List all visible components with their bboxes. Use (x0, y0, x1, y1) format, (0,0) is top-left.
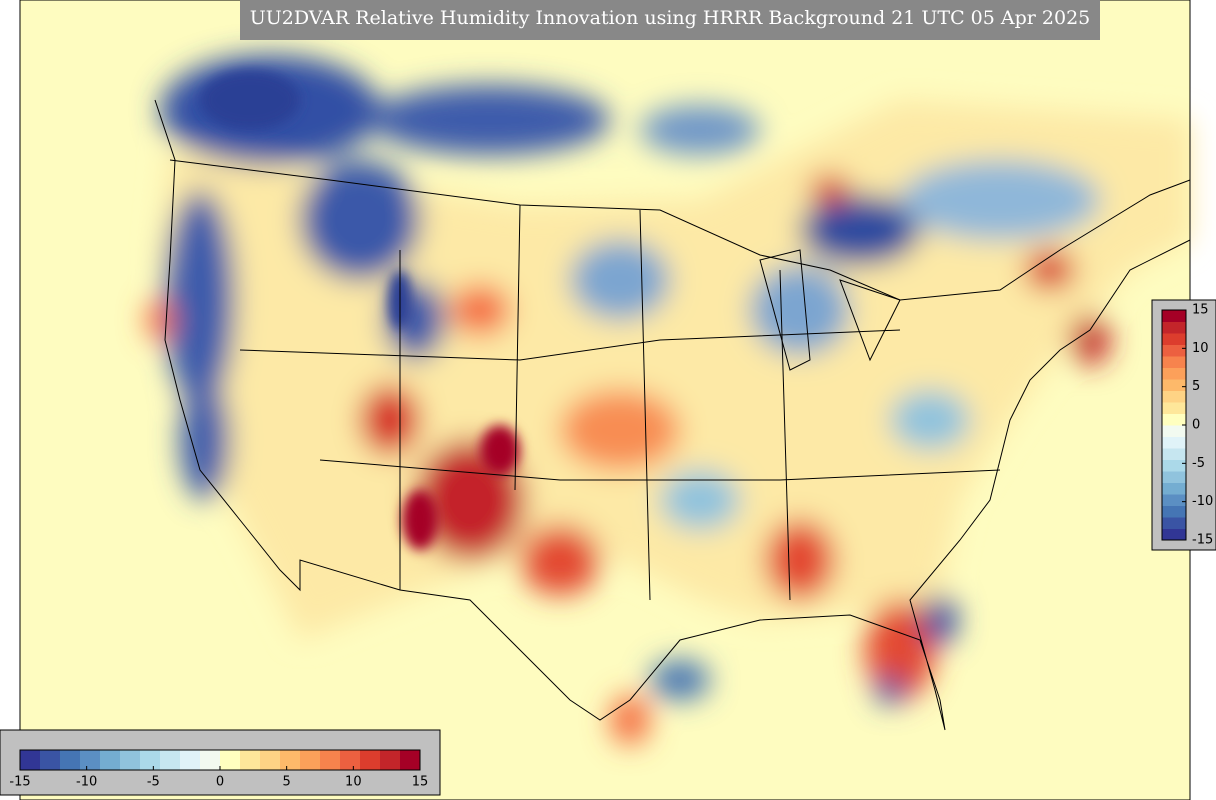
colorbar-segment (1162, 436, 1186, 449)
map-shape (180, 380, 230, 500)
map-shape (900, 160, 1100, 240)
colorbar-segment (60, 750, 81, 770)
colorbar-segment (1162, 471, 1186, 483)
colorbar-tick-label: -10 (76, 775, 97, 790)
colorbar-segment (40, 750, 61, 770)
colorbar-tick-label: 15 (412, 775, 429, 790)
map-shape (922, 595, 958, 645)
colorbar-segment (1162, 425, 1186, 437)
map-shape (360, 385, 420, 455)
map-shape (1070, 315, 1110, 365)
colorbar-tick-label: 10 (1192, 341, 1209, 356)
colorbar-tick-label: -10 (1192, 494, 1213, 509)
map (19, 0, 1191, 800)
map-shape (300, 160, 420, 280)
map-shape (800, 195, 920, 265)
colorbar-tick-label: -5 (147, 775, 160, 790)
colorbar-segment (1162, 333, 1186, 345)
map-title: UU2DVAR Relative Humidity Innovation usi… (250, 7, 1091, 29)
colorbar-segment (20, 750, 41, 770)
map-shape (402, 490, 438, 550)
colorbar-segment (1162, 379, 1186, 391)
colorbar-segment (1162, 390, 1186, 403)
colorbar-tick-label: -15 (1192, 533, 1213, 548)
colorbar-tick-label: -5 (1192, 456, 1205, 471)
colorbar-segment (1162, 413, 1186, 426)
map-shape (520, 525, 600, 595)
colorbar-tick-label: 15 (1192, 303, 1209, 318)
map-shape (765, 520, 835, 600)
colorbar-segment (360, 750, 381, 770)
map-shape (650, 660, 710, 700)
map-shape (200, 70, 300, 130)
colorbar-tick-label: 5 (1192, 379, 1200, 394)
map-shape (660, 470, 740, 530)
colorbar-segment (1162, 528, 1186, 541)
map-shape (239, 204, 1001, 601)
map-shape (154, 99, 1191, 731)
map-shape (640, 105, 760, 155)
colorbar-segment (1162, 310, 1186, 322)
colorbar-tick-label: 0 (216, 775, 224, 790)
map-shape (560, 390, 680, 470)
colorbar-segment (140, 750, 161, 770)
colorbar-segment (1162, 321, 1186, 334)
colorbar-tick-label: -15 (9, 775, 30, 790)
map-shape (154, 99, 1191, 731)
title-box (240, 0, 1100, 40)
map-shape (759, 249, 901, 371)
map-shape (750, 265, 850, 355)
colorbar-segment (1162, 356, 1186, 368)
map-shape (480, 425, 520, 475)
colorbar-segment (1162, 367, 1186, 380)
colorbar-segment (120, 750, 141, 770)
colorbar-segment (1162, 517, 1186, 529)
map-shape (169, 159, 1191, 301)
map-shape (1025, 250, 1075, 290)
map-shape (146, 300, 174, 340)
colorbar-segment (200, 750, 221, 770)
map-shape (875, 675, 905, 705)
colorbar-segment (1162, 505, 1186, 518)
colorbar-segment (400, 750, 421, 770)
map-shape (370, 85, 610, 155)
colorbar-segment (300, 750, 321, 770)
colorbar-segment (320, 750, 341, 770)
colorbar-segment (80, 750, 101, 770)
colorbar-segment (1162, 448, 1186, 460)
map-shape (450, 285, 510, 335)
map-shape (570, 240, 670, 320)
map-shape (810, 175, 850, 205)
map-shape (865, 600, 935, 700)
colorbar-segment (1162, 459, 1186, 472)
colorbar-tick-label: 0 (1192, 418, 1200, 433)
colorbar-segment (1162, 482, 1186, 495)
colorbar-segment (160, 750, 181, 770)
colorbar-segment (1162, 402, 1186, 414)
map-shape (890, 390, 970, 450)
map-shape (165, 190, 235, 410)
colorbar-segment (220, 750, 241, 770)
colorbar-segment (100, 750, 121, 770)
colorbar-tick-label: 5 (283, 775, 291, 790)
colorbar-tick-label: 10 (345, 775, 362, 790)
colorbar-segment (240, 750, 261, 770)
colorbar-segment (340, 750, 361, 770)
colorbar-segment (180, 750, 201, 770)
map-shape (610, 695, 650, 745)
colorbar-segment (1162, 494, 1186, 506)
colorbar-segment (380, 750, 401, 770)
colorbar-segment (260, 750, 281, 770)
colorbar-segment (280, 750, 301, 770)
colorbar-segment (1162, 344, 1186, 357)
